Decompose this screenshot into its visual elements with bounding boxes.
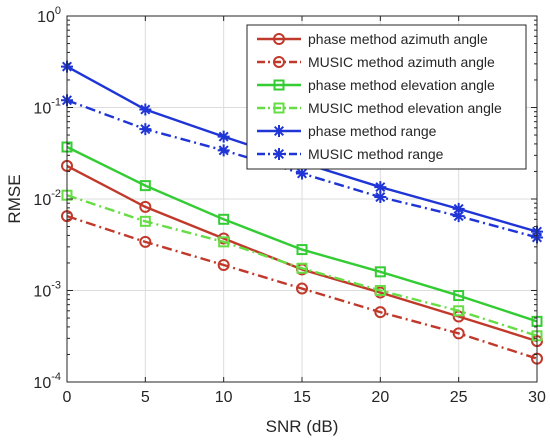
- data-point: [374, 191, 387, 204]
- data-point: [218, 236, 230, 248]
- y-axis-title: RMSE: [5, 174, 24, 223]
- legend-entry: phase method azimuth angle: [257, 31, 488, 47]
- legend-entry: MUSIC method elevation angle: [257, 100, 502, 116]
- legend-marker: [273, 33, 285, 45]
- data-point: [296, 282, 308, 295]
- legend-label: MUSIC method azimuth angle: [308, 54, 495, 70]
- data-point: [139, 235, 152, 248]
- x-tick-label: 25: [450, 389, 468, 406]
- legend-marker: [273, 102, 285, 114]
- data-point: [139, 123, 152, 136]
- data-point: [452, 202, 465, 215]
- legend-label: phase method elevation angle: [308, 77, 495, 93]
- data-point: [374, 266, 386, 278]
- data-point: [453, 305, 465, 317]
- x-tick-label: 0: [63, 389, 72, 406]
- x-tick-label: 20: [371, 389, 389, 406]
- axis-ticks: 0 5 10 15 20 25 30 10-4 10-3 10-2 10-1 100: [33, 5, 546, 406]
- data-point: [296, 244, 308, 256]
- series-line: [66, 214, 538, 360]
- x-tick-label: 30: [528, 389, 546, 406]
- y-tick-label: 10-1: [33, 97, 61, 118]
- y-tick-label: 10-2: [33, 188, 61, 209]
- legend-box: [246, 24, 527, 170]
- legend-label: phase method range: [308, 123, 437, 139]
- data-point: [374, 306, 387, 319]
- data-point: [139, 103, 152, 116]
- series-line: [66, 145, 538, 323]
- legend-entry: MUSIC method range: [257, 146, 444, 162]
- data-point: [452, 210, 465, 223]
- data-point: [374, 285, 386, 296]
- data-point: [296, 262, 308, 274]
- legend: phase method azimuth angle MUSIC method a…: [246, 24, 527, 170]
- legend-marker: [273, 148, 285, 160]
- series-line: [66, 194, 538, 337]
- data-point: [453, 290, 465, 302]
- legend-entry: MUSIC method azimuth angle: [257, 54, 495, 70]
- x-tick-label: 15: [293, 389, 311, 406]
- data-point: [217, 130, 230, 143]
- x-tick-label: 5: [141, 389, 150, 406]
- data-point: [139, 180, 151, 192]
- legend-marker: [273, 125, 285, 137]
- legend-entry: phase method elevation angle: [257, 77, 495, 93]
- data-point: [139, 200, 152, 213]
- y-tick-label: 10-3: [33, 280, 61, 301]
- data-point: [218, 213, 230, 225]
- y-tick-label: 10-4: [33, 371, 61, 392]
- y-tick-label: 100: [37, 5, 61, 26]
- legend-marker: [273, 56, 285, 68]
- legend-entry: phase method range: [257, 123, 437, 139]
- x-tick-label: 10: [215, 389, 233, 406]
- data-point: [452, 327, 465, 340]
- data-point: [139, 215, 151, 227]
- x-axis-title: SNR (dB): [266, 417, 339, 436]
- legend-label: MUSIC method range: [308, 146, 444, 162]
- data-point: [217, 144, 230, 157]
- legend-label: MUSIC method elevation angle: [308, 100, 502, 116]
- data-point: [296, 167, 308, 180]
- data-point: [374, 181, 387, 194]
- data-point: [217, 258, 230, 271]
- series-4: [61, 189, 543, 342]
- legend-label: phase method azimuth angle: [308, 31, 488, 47]
- legend-marker: [273, 79, 285, 91]
